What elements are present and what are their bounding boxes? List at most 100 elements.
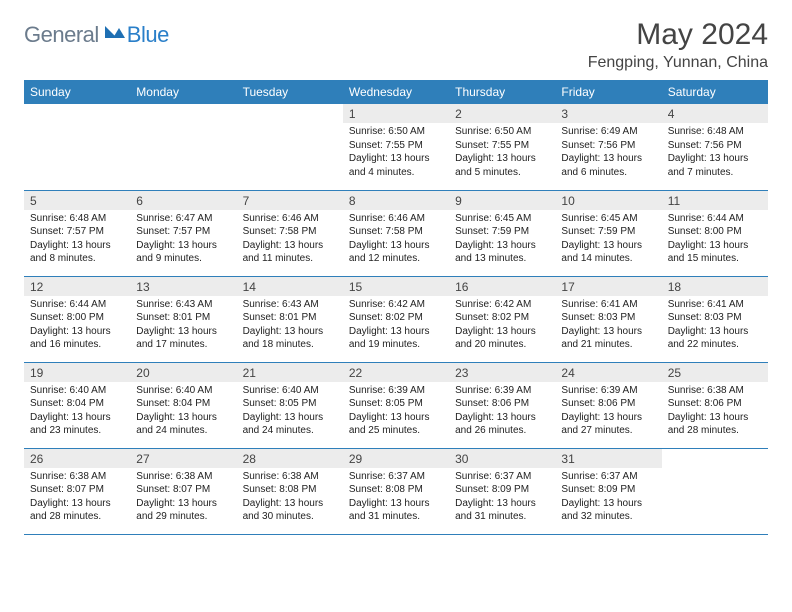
day-number (24, 104, 130, 123)
day-detail: Sunrise: 6:39 AMSunset: 8:06 PMDaylight:… (555, 382, 661, 442)
calendar-row: 1Sunrise: 6:50 AMSunset: 7:55 PMDaylight… (24, 104, 768, 190)
calendar-row: 12Sunrise: 6:44 AMSunset: 8:00 PMDayligh… (24, 276, 768, 362)
day-detail: Sunrise: 6:50 AMSunset: 7:55 PMDaylight:… (343, 123, 449, 183)
calendar-cell (237, 104, 343, 190)
day-detail: Sunrise: 6:48 AMSunset: 7:56 PMDaylight:… (662, 123, 768, 183)
calendar-row: 26Sunrise: 6:38 AMSunset: 8:07 PMDayligh… (24, 448, 768, 534)
day-detail (24, 123, 130, 129)
calendar-table: Sunday Monday Tuesday Wednesday Thursday… (24, 80, 768, 535)
day-detail: Sunrise: 6:40 AMSunset: 8:04 PMDaylight:… (130, 382, 236, 442)
day-detail: Sunrise: 6:43 AMSunset: 8:01 PMDaylight:… (237, 296, 343, 356)
day-number: 14 (237, 277, 343, 296)
calendar-cell: 16Sunrise: 6:42 AMSunset: 8:02 PMDayligh… (449, 276, 555, 362)
day-header-row: Sunday Monday Tuesday Wednesday Thursday… (24, 80, 768, 104)
calendar-cell: 3Sunrise: 6:49 AMSunset: 7:56 PMDaylight… (555, 104, 661, 190)
dayhead-wed: Wednesday (343, 80, 449, 104)
calendar-cell: 24Sunrise: 6:39 AMSunset: 8:06 PMDayligh… (555, 362, 661, 448)
brand-logo: General Blue (24, 22, 169, 48)
day-number: 23 (449, 363, 555, 382)
calendar-cell: 22Sunrise: 6:39 AMSunset: 8:05 PMDayligh… (343, 362, 449, 448)
day-detail: Sunrise: 6:39 AMSunset: 8:06 PMDaylight:… (449, 382, 555, 442)
day-number: 31 (555, 449, 661, 468)
calendar-cell: 17Sunrise: 6:41 AMSunset: 8:03 PMDayligh… (555, 276, 661, 362)
day-detail (130, 123, 236, 129)
dayhead-mon: Monday (130, 80, 236, 104)
page-header: General Blue May 2024 Fengping, Yunnan, … (24, 18, 768, 72)
day-detail: Sunrise: 6:44 AMSunset: 8:00 PMDaylight:… (24, 296, 130, 356)
dayhead-sun: Sunday (24, 80, 130, 104)
day-number: 12 (24, 277, 130, 296)
dayhead-thu: Thursday (449, 80, 555, 104)
day-detail: Sunrise: 6:45 AMSunset: 7:59 PMDaylight:… (449, 210, 555, 270)
calendar-cell: 5Sunrise: 6:48 AMSunset: 7:57 PMDaylight… (24, 190, 130, 276)
calendar-row: 5Sunrise: 6:48 AMSunset: 7:57 PMDaylight… (24, 190, 768, 276)
month-title: May 2024 (588, 18, 768, 52)
day-number: 29 (343, 449, 449, 468)
day-number: 19 (24, 363, 130, 382)
day-detail: Sunrise: 6:41 AMSunset: 8:03 PMDaylight:… (662, 296, 768, 356)
day-number: 21 (237, 363, 343, 382)
day-detail: Sunrise: 6:48 AMSunset: 7:57 PMDaylight:… (24, 210, 130, 270)
day-detail: Sunrise: 6:38 AMSunset: 8:07 PMDaylight:… (130, 468, 236, 528)
day-detail: Sunrise: 6:40 AMSunset: 8:05 PMDaylight:… (237, 382, 343, 442)
day-detail: Sunrise: 6:44 AMSunset: 8:00 PMDaylight:… (662, 210, 768, 270)
brand-part1: General (24, 22, 99, 48)
day-number (237, 104, 343, 123)
day-detail: Sunrise: 6:38 AMSunset: 8:07 PMDaylight:… (24, 468, 130, 528)
calendar-cell: 1Sunrise: 6:50 AMSunset: 7:55 PMDaylight… (343, 104, 449, 190)
day-number (130, 104, 236, 123)
calendar-cell: 6Sunrise: 6:47 AMSunset: 7:57 PMDaylight… (130, 190, 236, 276)
day-detail: Sunrise: 6:37 AMSunset: 8:09 PMDaylight:… (449, 468, 555, 528)
calendar-cell: 8Sunrise: 6:46 AMSunset: 7:58 PMDaylight… (343, 190, 449, 276)
day-number: 13 (130, 277, 236, 296)
day-number: 11 (662, 191, 768, 210)
day-detail: Sunrise: 6:38 AMSunset: 8:08 PMDaylight:… (237, 468, 343, 528)
day-number: 25 (662, 363, 768, 382)
calendar-cell: 30Sunrise: 6:37 AMSunset: 8:09 PMDayligh… (449, 448, 555, 534)
day-detail: Sunrise: 6:46 AMSunset: 7:58 PMDaylight:… (237, 210, 343, 270)
day-number: 9 (449, 191, 555, 210)
day-number: 28 (237, 449, 343, 468)
day-detail: Sunrise: 6:47 AMSunset: 7:57 PMDaylight:… (130, 210, 236, 270)
calendar-cell: 11Sunrise: 6:44 AMSunset: 8:00 PMDayligh… (662, 190, 768, 276)
day-detail: Sunrise: 6:37 AMSunset: 8:09 PMDaylight:… (555, 468, 661, 528)
day-number: 16 (449, 277, 555, 296)
day-number: 20 (130, 363, 236, 382)
day-detail: Sunrise: 6:42 AMSunset: 8:02 PMDaylight:… (343, 296, 449, 356)
calendar-cell: 26Sunrise: 6:38 AMSunset: 8:07 PMDayligh… (24, 448, 130, 534)
day-number: 10 (555, 191, 661, 210)
calendar-cell: 21Sunrise: 6:40 AMSunset: 8:05 PMDayligh… (237, 362, 343, 448)
day-number: 15 (343, 277, 449, 296)
calendar-cell: 14Sunrise: 6:43 AMSunset: 8:01 PMDayligh… (237, 276, 343, 362)
calendar-cell: 20Sunrise: 6:40 AMSunset: 8:04 PMDayligh… (130, 362, 236, 448)
day-detail: Sunrise: 6:46 AMSunset: 7:58 PMDaylight:… (343, 210, 449, 270)
day-number (662, 449, 768, 468)
day-number: 7 (237, 191, 343, 210)
calendar-row: 19Sunrise: 6:40 AMSunset: 8:04 PMDayligh… (24, 362, 768, 448)
calendar-cell: 25Sunrise: 6:38 AMSunset: 8:06 PMDayligh… (662, 362, 768, 448)
calendar-cell: 7Sunrise: 6:46 AMSunset: 7:58 PMDaylight… (237, 190, 343, 276)
day-detail: Sunrise: 6:43 AMSunset: 8:01 PMDaylight:… (130, 296, 236, 356)
day-detail: Sunrise: 6:49 AMSunset: 7:56 PMDaylight:… (555, 123, 661, 183)
title-block: May 2024 Fengping, Yunnan, China (588, 18, 768, 72)
day-number: 1 (343, 104, 449, 123)
dayhead-tue: Tuesday (237, 80, 343, 104)
dayhead-fri: Friday (555, 80, 661, 104)
day-detail: Sunrise: 6:40 AMSunset: 8:04 PMDaylight:… (24, 382, 130, 442)
location-text: Fengping, Yunnan, China (588, 54, 768, 72)
calendar-cell: 29Sunrise: 6:37 AMSunset: 8:08 PMDayligh… (343, 448, 449, 534)
calendar-cell (24, 104, 130, 190)
calendar-cell: 15Sunrise: 6:42 AMSunset: 8:02 PMDayligh… (343, 276, 449, 362)
calendar-cell: 18Sunrise: 6:41 AMSunset: 8:03 PMDayligh… (662, 276, 768, 362)
day-number: 3 (555, 104, 661, 123)
day-number: 27 (130, 449, 236, 468)
calendar-cell (130, 104, 236, 190)
calendar-cell: 9Sunrise: 6:45 AMSunset: 7:59 PMDaylight… (449, 190, 555, 276)
brand-shape-icon (103, 24, 125, 45)
brand-part2: Blue (127, 22, 169, 48)
day-detail: Sunrise: 6:45 AMSunset: 7:59 PMDaylight:… (555, 210, 661, 270)
day-number: 26 (24, 449, 130, 468)
day-number: 4 (662, 104, 768, 123)
day-number: 24 (555, 363, 661, 382)
day-detail: Sunrise: 6:41 AMSunset: 8:03 PMDaylight:… (555, 296, 661, 356)
